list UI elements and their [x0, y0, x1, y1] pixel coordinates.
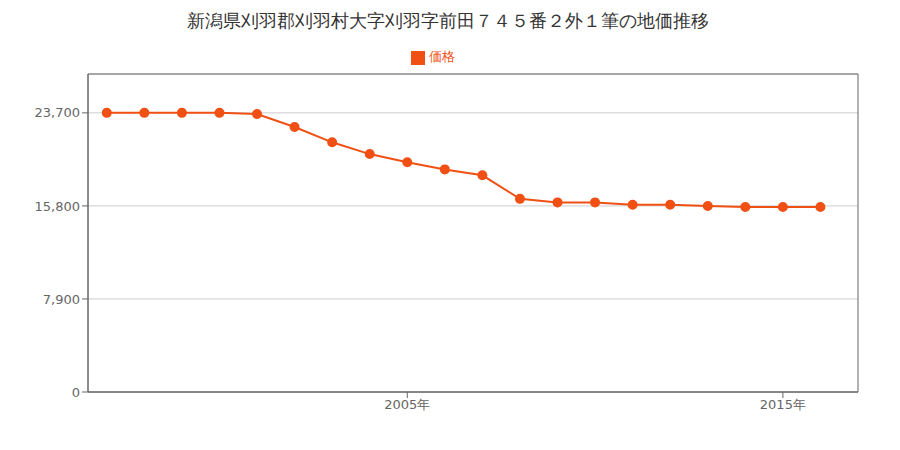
svg-text:23,700: 23,700 [35, 105, 81, 120]
html-text:価格: 価格 [429, 49, 455, 64]
svg-text:0: 0 [72, 385, 80, 400]
svg-text:2015年: 2015年 [760, 397, 806, 412]
svg-text:15,800: 15,800 [35, 199, 81, 214]
html-text:新潟県刈羽郡刈羽村大字刈羽字前田７４５番２外１筆の地価推移: 新潟県刈羽郡刈羽村大字刈羽字前田７４５番２外１筆の地価推移 [187, 10, 709, 31]
svg-text:7,900: 7,900 [43, 292, 80, 307]
svg-text:2005年: 2005年 [384, 397, 430, 412]
